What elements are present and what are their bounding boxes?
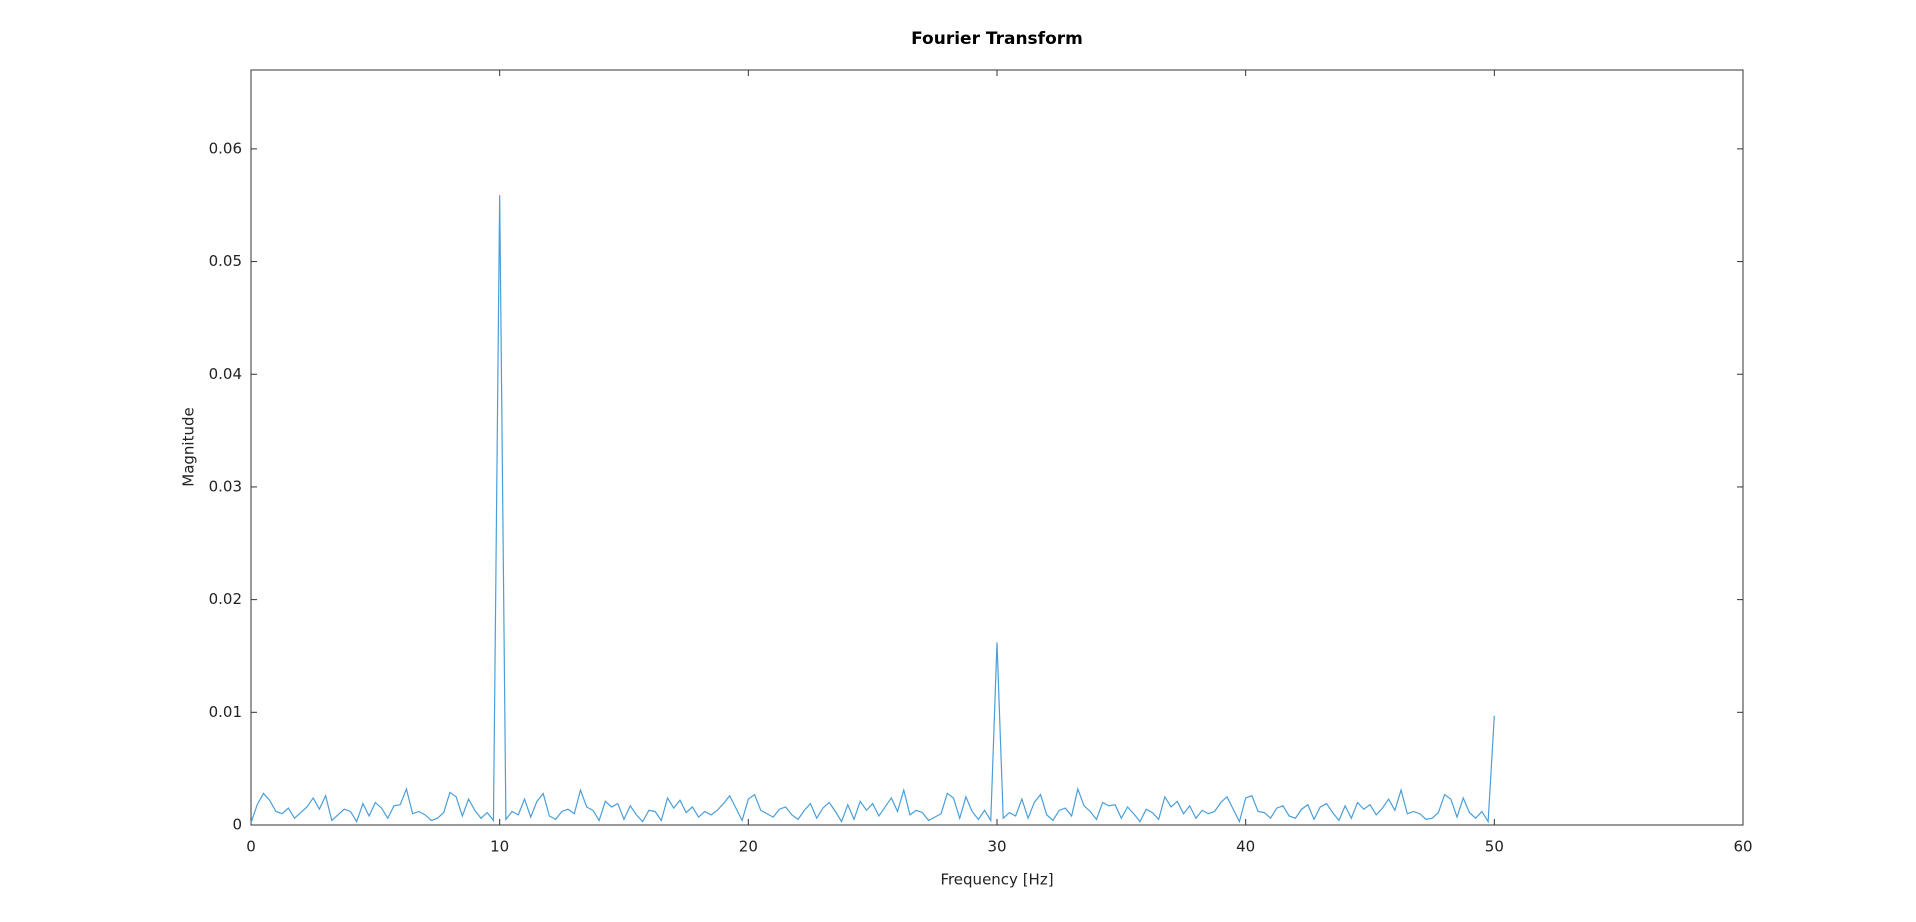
spectrum-line	[250, 195, 1495, 824]
y-axis-label: Magnitude	[180, 407, 198, 486]
y-tick-label: 0.01	[209, 703, 242, 721]
x-tick-label: 50	[1485, 838, 1504, 856]
y-tick-label: 0.06	[209, 139, 242, 157]
x-tick-label: 20	[739, 838, 758, 856]
x-tick-label: 60	[1733, 838, 1752, 856]
y-tick-label: 0.05	[209, 252, 242, 270]
x-tick-label: 30	[987, 838, 1006, 856]
y-tick-label: 0.03	[209, 477, 242, 495]
y-tick-label: 0	[232, 816, 242, 834]
y-tick-label: 0.02	[209, 590, 242, 608]
x-axis-label: Frequency [Hz]	[940, 871, 1053, 889]
plot-frame	[250, 69, 1744, 826]
x-tick-label: 10	[490, 838, 509, 856]
x-tick-label: 40	[1236, 838, 1255, 856]
chart-title: Fourier Transform	[911, 29, 1083, 49]
x-tick-label: 0	[246, 838, 256, 856]
y-tick-label: 0.04	[209, 365, 242, 383]
